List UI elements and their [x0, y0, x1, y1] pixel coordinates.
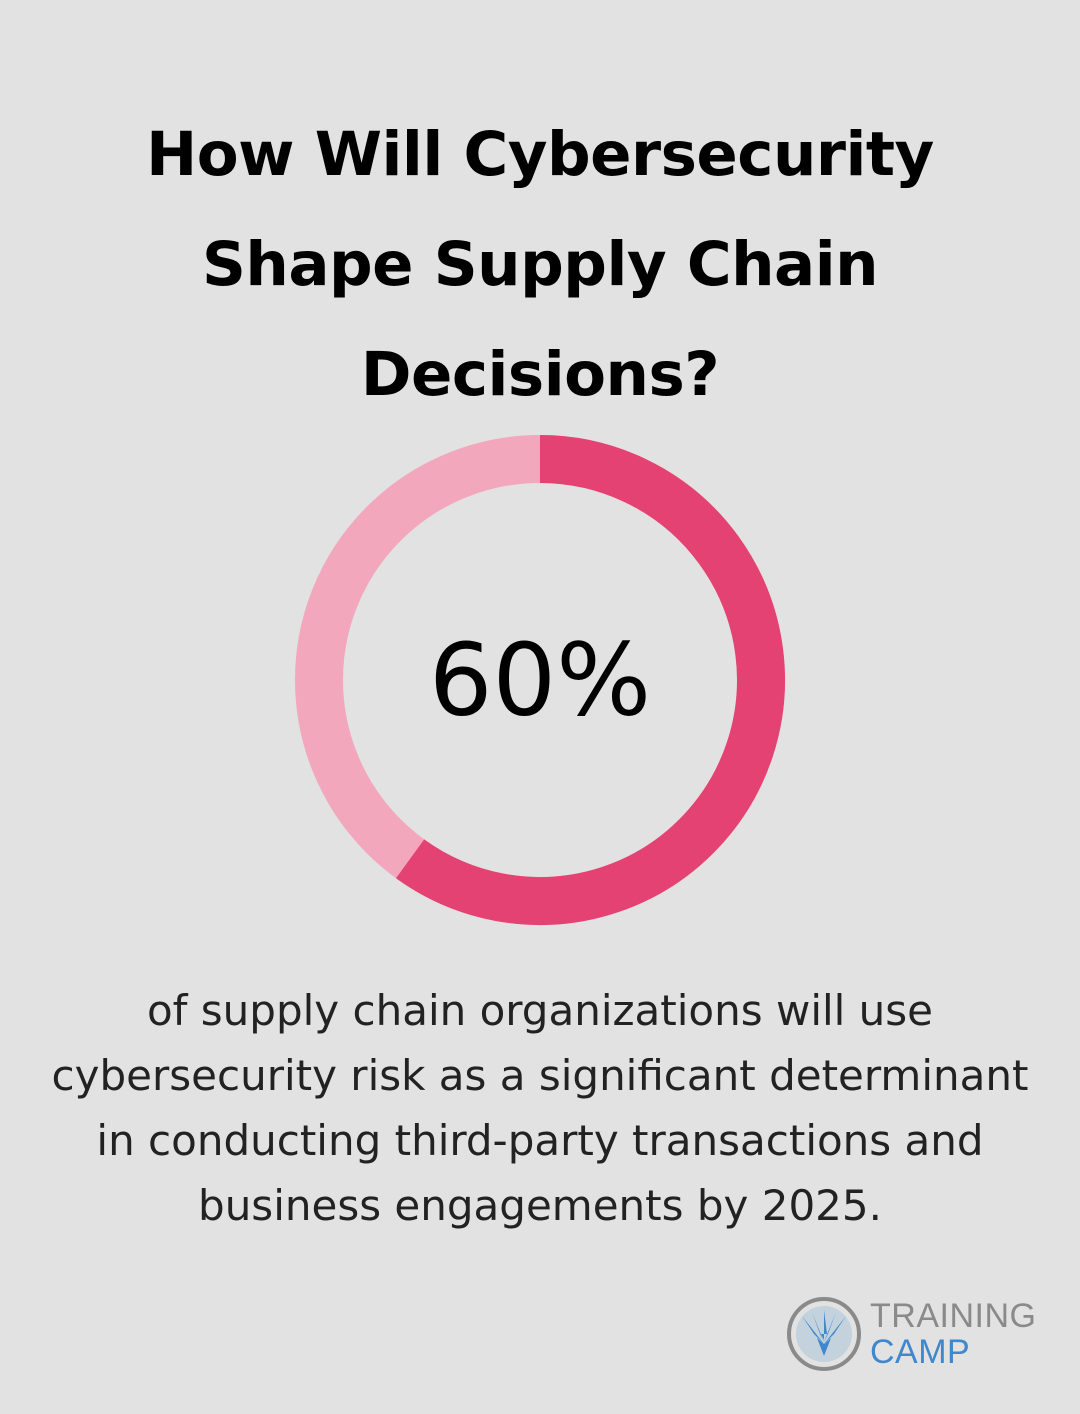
stat-description: of supply chain organizations will use c…: [51, 986, 1029, 1230]
training-camp-logo: TRAINING CAMP: [784, 1294, 1044, 1378]
logo-emblem-icon: [787, 1297, 861, 1371]
donut-highlight-segment: [396, 435, 785, 925]
page-title: How Will Cybersecurity Shape Supply Chai…: [146, 119, 934, 410]
logo-text-training: TRAINING: [870, 1297, 1037, 1335]
donut-chart: 60%: [295, 435, 785, 925]
center-percentage-label: 60%: [429, 622, 651, 739]
logo-text-camp: CAMP: [870, 1333, 971, 1371]
logo-wordmark: TRAINING CAMP: [870, 1298, 1036, 1370]
